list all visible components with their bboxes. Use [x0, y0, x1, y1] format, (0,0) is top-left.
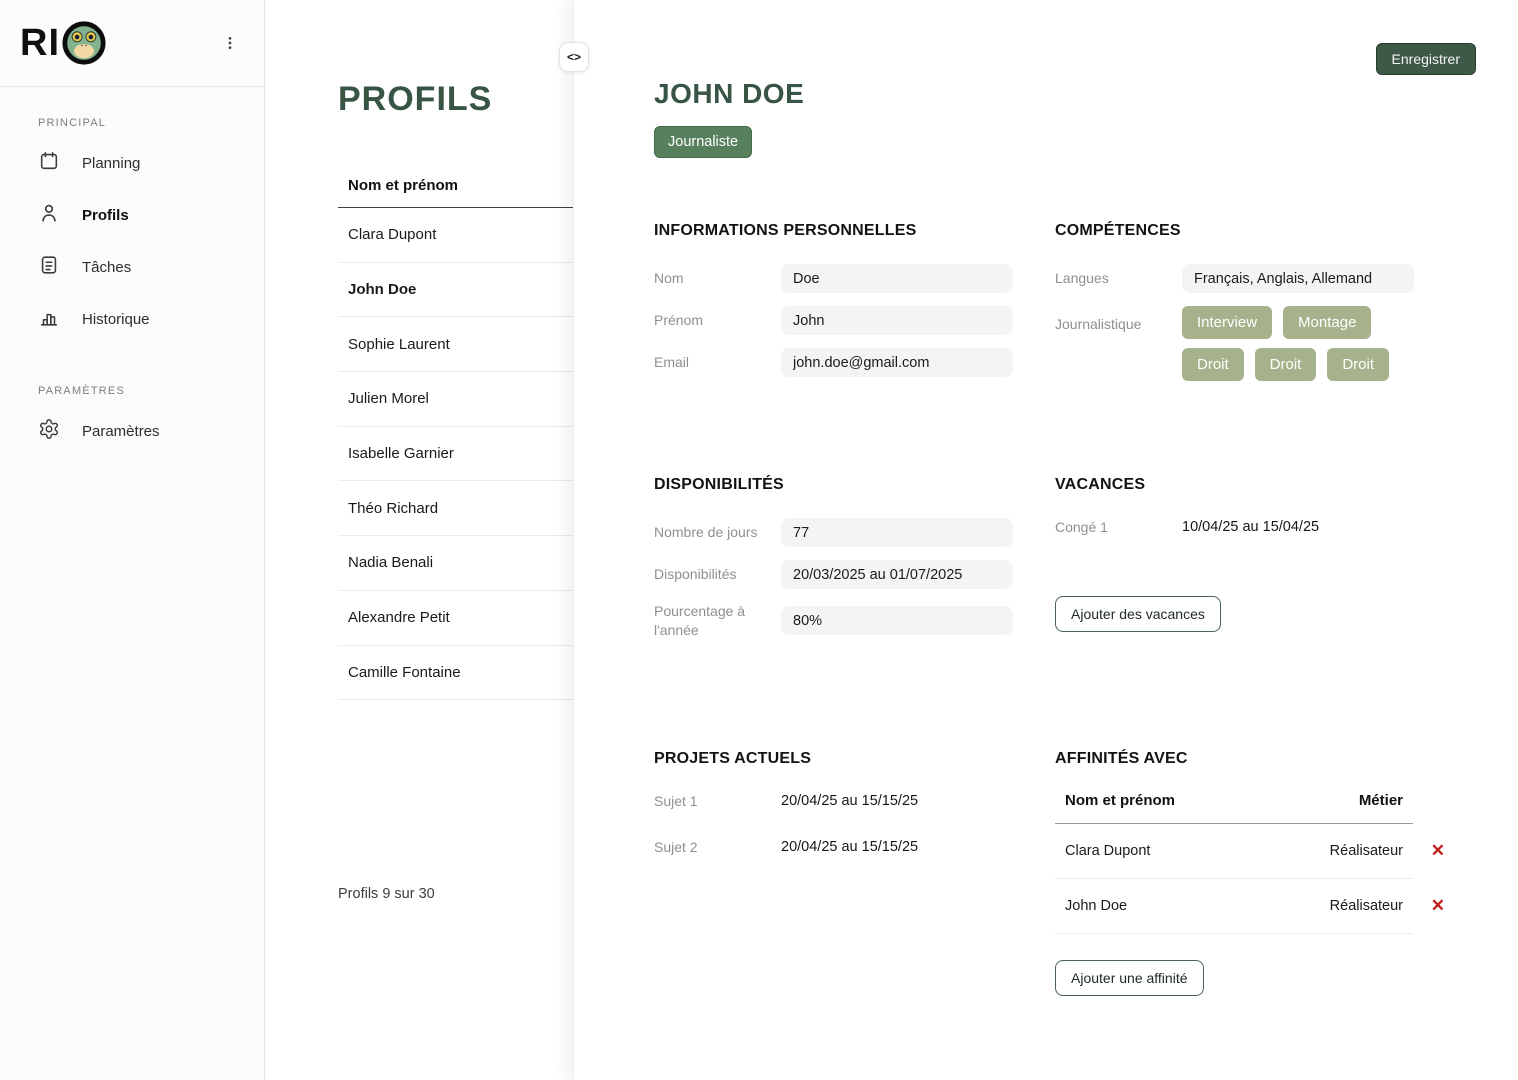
section-disponibilites: DISPONIBILITÉS Nombre de jours Disponibi… — [654, 476, 1055, 750]
kebab-menu-icon[interactable] — [218, 31, 242, 55]
sujet-2-value: 20/04/25 au 15/15/25 — [781, 839, 919, 856]
section-vacances: VACANCES Congé 1 10/04/25 au 15/04/25 Aj… — [1055, 476, 1476, 750]
affinity-metier: Réalisateur — [1329, 843, 1403, 859]
section-title: DISPONIBILITÉS — [654, 476, 784, 493]
section-title: PROJETS ACTUELS — [654, 750, 812, 767]
sidebar-item-planning[interactable]: Planning — [0, 137, 264, 189]
field-label-nombre-de-jours: Nombre de jours — [654, 524, 758, 541]
affinity-row: John Doe Réalisateur ✕ — [1055, 879, 1445, 934]
profile-detail-panel: <> Enregistrer JOHN DOE Journaliste INFO… — [559, 0, 1518, 1080]
affinity-row: Clara Dupont Réalisateur ✕ — [1055, 824, 1445, 879]
field-label-nom: Nom — [654, 270, 684, 287]
field-label-email: Email — [654, 354, 690, 371]
skill-badge[interactable]: Droit — [1327, 348, 1390, 381]
skill-badge[interactable]: Interview — [1182, 306, 1273, 339]
sidebar-header: RI — [0, 0, 264, 87]
section-projets-actuels: PROJETS ACTUELS Sujet 1 20/04/25 au 15/1… — [654, 750, 1055, 996]
field-label-prenom: Prénom — [654, 312, 704, 329]
collapse-expand-icon: <> — [566, 50, 581, 64]
field-label-pourcentage: Pourcentage à l'année — [654, 603, 746, 638]
conge-1-value: 10/04/25 au 15/04/25 — [1182, 519, 1320, 536]
profile-row[interactable]: Sophie Laurent — [338, 317, 573, 373]
section-competences: COMPÉTENCES Langues Journalistique Inter… — [1055, 222, 1476, 476]
logo-text: RI — [20, 21, 60, 64]
sidebar-item-label: Planning — [82, 154, 141, 172]
prenom-field[interactable] — [781, 306, 1013, 335]
sidebar-item-parametres[interactable]: Paramètres — [0, 405, 264, 457]
role-badge: Journaliste — [654, 126, 753, 158]
nombre-de-jours-field[interactable] — [781, 518, 1013, 547]
profiles-list: Clara Dupont John Doe Sophie Laurent Jul… — [338, 208, 573, 701]
profile-row[interactable]: Nadia Benali — [338, 536, 573, 591]
profiles-count: Profils 9 sur 30 — [338, 886, 435, 902]
bar-chart-icon — [38, 306, 60, 332]
skill-badge[interactable]: Droit — [1254, 348, 1317, 381]
field-label-conge-1: Congé 1 — [1055, 519, 1108, 535]
profile-row[interactable]: Alexandre Petit — [338, 591, 573, 646]
sidebar: RI — [0, 0, 265, 1080]
sidebar-nav: PRINCIPAL Planning Profils — [0, 87, 264, 457]
field-label-sujet-1: Sujet 1 — [654, 793, 698, 809]
sidebar-item-historique[interactable]: Historique — [0, 293, 264, 345]
nom-field[interactable] — [781, 264, 1013, 293]
sidebar-item-label: Paramètres — [82, 422, 160, 440]
profile-row[interactable]: Camille Fontaine — [338, 646, 573, 701]
frog-icon — [60, 20, 107, 66]
section-title: AFFINITÉS AVEC — [1055, 750, 1188, 767]
gear-icon — [38, 418, 60, 444]
profile-row[interactable]: Isabelle Garnier — [338, 427, 573, 482]
disponibilites-field[interactable] — [781, 560, 1013, 589]
sidebar-item-label: Historique — [82, 310, 150, 328]
add-vacation-button[interactable]: Ajouter des vacances — [1055, 595, 1221, 632]
section-title: INFORMATIONS PERSONNELLES — [654, 222, 917, 239]
save-button[interactable]: Enregistrer — [1375, 43, 1476, 75]
sujet-1-value: 20/04/25 au 15/15/25 — [781, 793, 919, 810]
section-informations-personnelles: INFORMATIONS PERSONNELLES Nom Prénom Ema… — [654, 222, 1055, 476]
sidebar-item-profils[interactable]: Profils — [0, 189, 264, 241]
document-icon — [38, 254, 60, 280]
profile-name-title: JOHN DOE — [654, 78, 805, 109]
add-affinity-button[interactable]: Ajouter une affinité — [1055, 960, 1204, 996]
profiles-list-panel: PROFILS Nom et prénom Clara Dupont John … — [265, 0, 573, 1080]
panel-toggle-button[interactable]: <> — [559, 42, 589, 72]
app-logo: RI — [20, 20, 107, 66]
profile-row[interactable]: Clara Dupont — [338, 208, 573, 263]
affinity-name: Clara Dupont — [1065, 843, 1151, 859]
affinity-col-metier: Métier — [1358, 792, 1403, 809]
nav-section-label-parametres: PARAMÈTRES — [38, 385, 125, 397]
section-title: VACANCES — [1055, 476, 1146, 493]
affinity-col-name: Nom et prénom — [1065, 792, 1176, 809]
section-affinites-avec: AFFINITÉS AVEC Nom et prénom Métier Clar… — [1055, 750, 1476, 996]
skill-badge[interactable]: Montage — [1283, 306, 1372, 339]
profile-row[interactable]: Julien Morel — [338, 372, 573, 427]
profile-row-selected[interactable]: John Doe — [338, 263, 573, 318]
calendar-icon — [38, 150, 60, 176]
field-label-sujet-2: Sujet 2 — [654, 838, 698, 855]
sidebar-item-label: Profils — [82, 206, 129, 224]
field-label-disponibilites: Disponibilités — [654, 566, 737, 583]
list-column-header: Nom et prénom — [338, 177, 573, 208]
pourcentage-field[interactable] — [781, 606, 1013, 636]
profile-row[interactable]: Théo Richard — [338, 481, 573, 537]
langues-field[interactable] — [1182, 264, 1414, 293]
list-panel-title: PROFILS — [338, 80, 493, 118]
nav-section-label-principal: PRINCIPAL — [38, 117, 107, 129]
skill-badges: Interview Montage Droit Droit Droit — [1182, 306, 1422, 381]
sidebar-item-taches[interactable]: Tâches — [0, 241, 264, 293]
skill-badge[interactable]: Droit — [1182, 348, 1244, 381]
field-label-langues: Langues — [1055, 270, 1109, 287]
section-title: COMPÉTENCES — [1055, 222, 1181, 239]
field-label-journalistique: Journalistique — [1055, 316, 1142, 332]
x-delete-icon[interactable]: ✕ — [1430, 841, 1445, 860]
email-field[interactable] — [781, 348, 1013, 377]
affinities-table: Nom et prénom Métier Clara Dupont Réalis… — [1055, 792, 1445, 934]
sidebar-item-label: Tâches — [82, 258, 132, 276]
affinity-metier: Réalisateur — [1329, 898, 1403, 914]
person-icon — [38, 202, 60, 228]
affinity-name: John Doe — [1065, 898, 1128, 914]
x-delete-icon[interactable]: ✕ — [1430, 896, 1445, 915]
